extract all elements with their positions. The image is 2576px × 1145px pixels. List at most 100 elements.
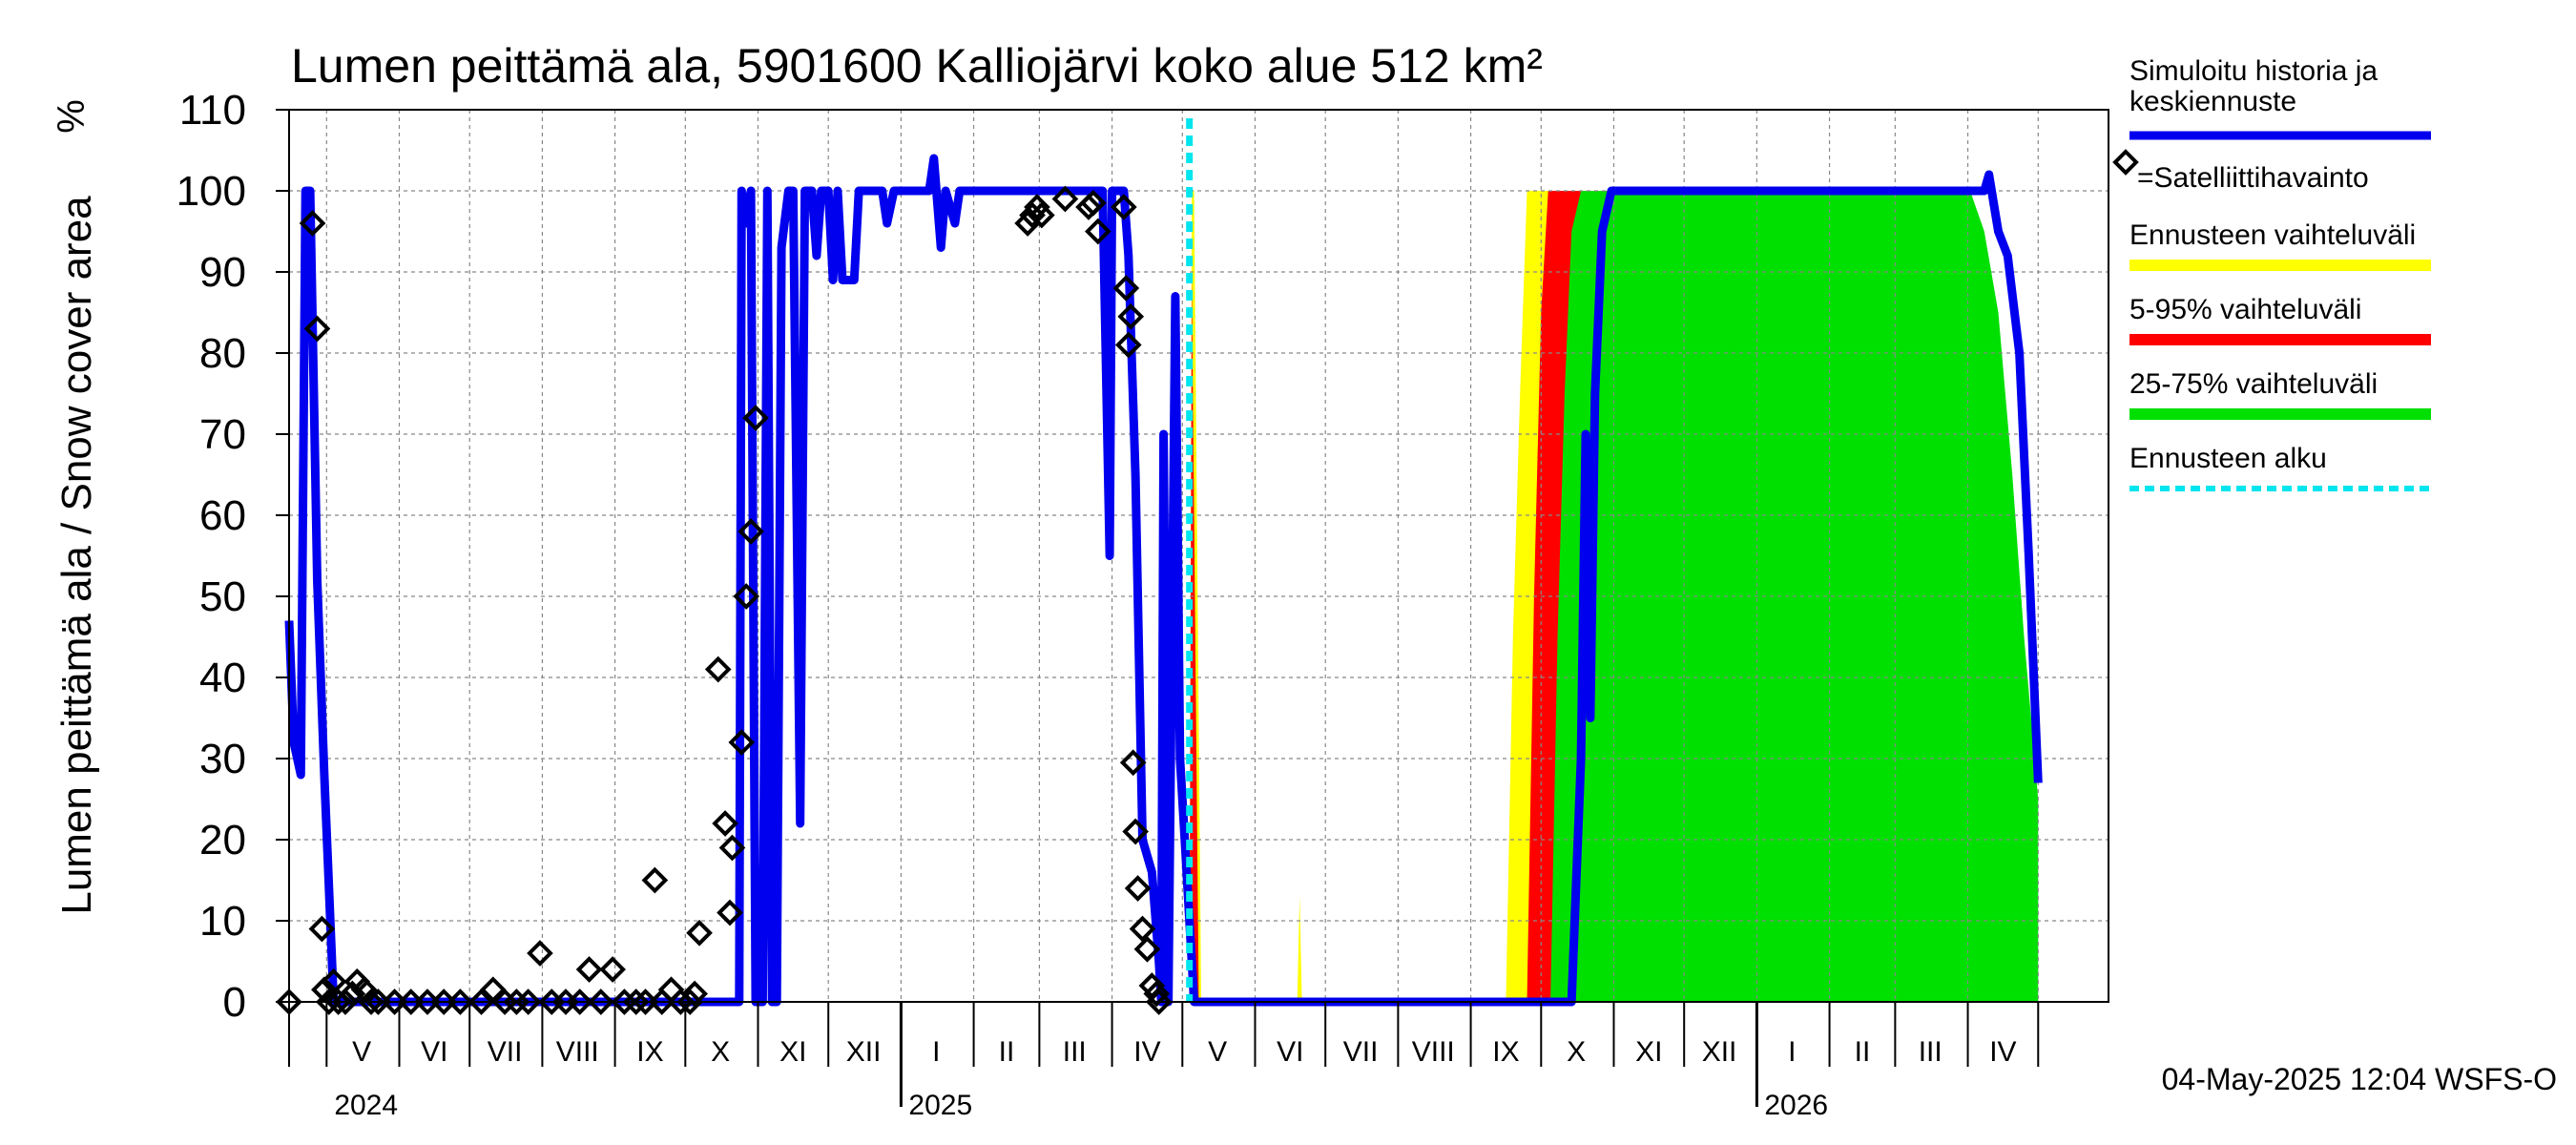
y-tick-label: 0 <box>223 979 246 1026</box>
legend-simulated-label-line1: Simuloitu historia ja <box>2129 55 2378 87</box>
observation-point <box>514 989 542 1015</box>
observation-point <box>728 729 756 756</box>
observation-point <box>1119 749 1147 777</box>
observation-point <box>1145 989 1173 1015</box>
legend-observation-label: =Satelliittihavainto <box>2137 162 2369 194</box>
legend-5-95-label: 5-95% vaihteluväli <box>2129 294 2361 325</box>
observation-point <box>1114 331 1142 359</box>
year-label: 2024 <box>334 1090 398 1121</box>
month-label: II <box>999 1036 1015 1068</box>
month-label: IX <box>636 1036 663 1068</box>
observation-point <box>717 899 743 926</box>
observation-point <box>320 968 347 995</box>
y-unit-label: % <box>51 99 93 134</box>
month-label: VII <box>488 1036 523 1068</box>
observation-point <box>622 989 650 1015</box>
observation-point <box>527 940 553 967</box>
observation-point <box>1028 201 1055 229</box>
month-label: I <box>1788 1036 1796 1068</box>
month-label: X <box>711 1036 730 1068</box>
observation-point <box>303 315 331 343</box>
observation-point <box>308 915 336 943</box>
observation-point <box>1019 201 1046 229</box>
observation-point <box>676 989 704 1015</box>
simulated-series <box>284 154 2043 1007</box>
y-tick-label: 20 <box>199 817 246 864</box>
month-label: V <box>1208 1036 1227 1068</box>
x-axis: V VI VII VIII IX X XI XII I II III IV V VI VII VIII IX X X… <box>288 1002 2040 1121</box>
observation-point <box>733 583 760 610</box>
legend-observation-swatch <box>2112 149 2139 176</box>
y-tick-label: 80 <box>199 330 246 377</box>
observation-point <box>657 976 685 1004</box>
observation-point <box>575 956 603 983</box>
observation-point <box>358 989 384 1015</box>
y-tick-label: 10 <box>199 898 246 945</box>
month-label: X <box>1567 1036 1586 1068</box>
legend-simulated-label-line2: keskiennuste <box>2129 86 2296 117</box>
month-label: V <box>352 1036 371 1068</box>
month-label: II <box>1855 1036 1871 1068</box>
observation-point <box>599 956 626 983</box>
observation-point <box>1024 194 1050 220</box>
observation-point <box>332 989 359 1015</box>
observation-point <box>299 210 326 237</box>
month-label: VII <box>1343 1036 1379 1068</box>
observation-point <box>447 989 474 1015</box>
chart-title: Lumen peittämä ala, 5901600 Kalliojärvi … <box>291 39 1543 93</box>
observation-point <box>1080 189 1107 217</box>
year-label: 2025 <box>908 1090 972 1121</box>
observation-point <box>641 866 669 894</box>
observation-point <box>704 656 732 683</box>
month-label: VIII <box>556 1036 599 1068</box>
simulated-line <box>284 154 2043 1007</box>
month-label: XI <box>779 1036 806 1068</box>
month-label: IV <box>1989 1036 2016 1068</box>
observation-point <box>1129 915 1156 943</box>
observation-point <box>479 976 507 1004</box>
observation-point <box>737 518 764 545</box>
legend-25-75-label: 25-75% vaihteluväli <box>2129 368 2378 400</box>
observation-point <box>742 405 769 431</box>
legend-forecast-start-label: Ennusteen alku <box>2129 443 2327 474</box>
year-label: 2026 <box>1764 1090 1828 1121</box>
month-label: III <box>1063 1036 1087 1068</box>
legend-range-label: Ennusteen vaihteluväli <box>2129 219 2416 251</box>
observation-point <box>1122 818 1149 845</box>
y-tick-label: 30 <box>199 736 246 782</box>
y-tick-label: 50 <box>199 573 246 620</box>
timestamp: 04-May-2025 12:04 WSFS-O <box>2162 1062 2557 1096</box>
month-label: I <box>932 1036 940 1068</box>
month-label: IX <box>1492 1036 1519 1068</box>
y-axis-label: Lumen peittämä ala / Snow cover area <box>53 196 100 915</box>
observation-point <box>467 989 495 1015</box>
month-label: XII <box>1702 1036 1737 1068</box>
observation-point <box>1117 302 1145 330</box>
month-label: VI <box>1277 1036 1303 1068</box>
observation-point <box>1111 194 1137 220</box>
observation-point <box>1133 935 1161 963</box>
month-label: III <box>1919 1036 1942 1068</box>
y-tick-label: 90 <box>199 249 246 296</box>
grid-lines <box>289 109 2109 1003</box>
plot-frame <box>288 109 2109 1003</box>
y-tick-label: 110 <box>179 87 246 134</box>
observation-point <box>1051 185 1079 213</box>
month-label: VI <box>421 1036 447 1068</box>
observation-point <box>311 976 338 1004</box>
observation-point <box>712 810 738 837</box>
satellite-observations <box>276 185 1173 1015</box>
month-label: XI <box>1635 1036 1662 1068</box>
y-tick-label: 40 <box>199 655 246 701</box>
observation-point <box>1112 275 1140 302</box>
observation-point <box>566 989 593 1015</box>
observation-point <box>1143 980 1171 1008</box>
y-tick-label: 70 <box>199 411 246 458</box>
observation-point <box>686 919 713 947</box>
observation-point <box>1085 218 1111 245</box>
y-tick-label: 60 <box>199 492 246 539</box>
observation-point <box>681 980 708 1008</box>
observation-point <box>718 834 746 862</box>
